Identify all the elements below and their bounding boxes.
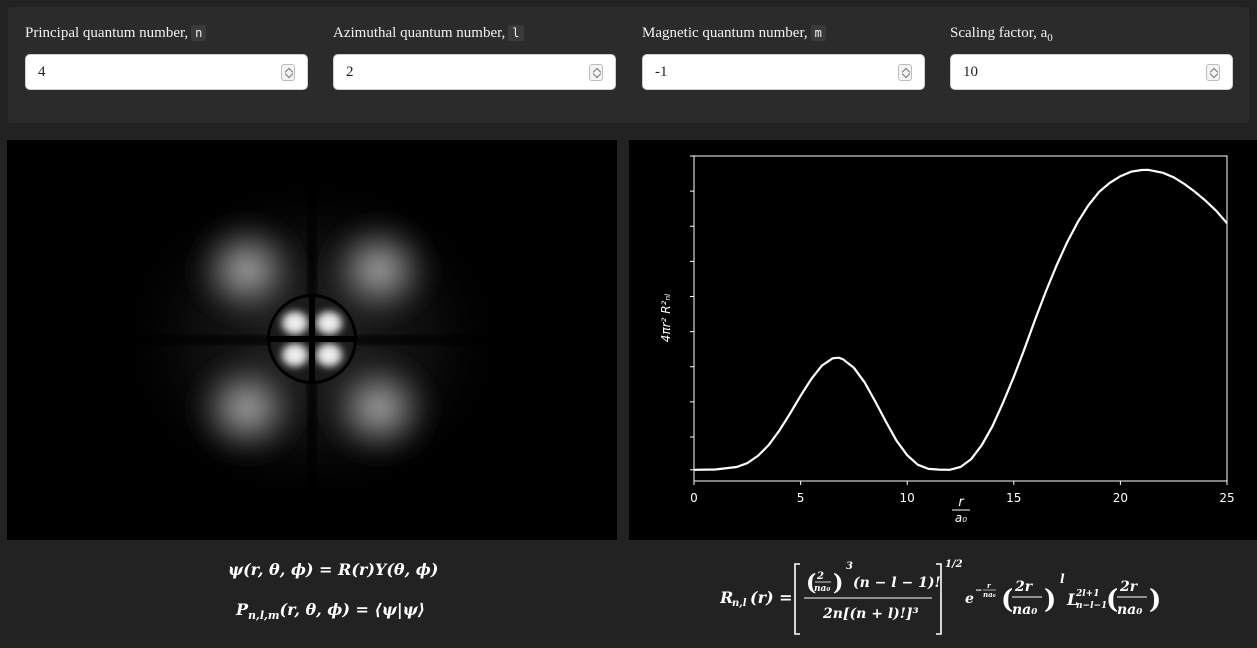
radial-formula-svg: R n,l (r) = ( 2 na₀ ) 3 (n − l − 1)! 2n[… [719,559,1161,635]
x-tick-label: 5 [797,491,805,505]
laguerre-sup: 2l+1 [1075,589,1099,599]
scaling-factor-input[interactable] [951,55,1191,89]
n-symbol: n [191,25,207,41]
x-axis-label-numerator: r [958,495,965,510]
laguerre-sub: n−l−1 [1076,601,1107,611]
outer-lobe [185,350,309,466]
outer-lobe [317,212,441,328]
probability-subscript: n,l,m [248,609,280,623]
x-tick-label: 15 [1006,491,1021,505]
outer-lobe [317,350,441,466]
exp-base: e [965,591,974,607]
paren-close: ) [833,570,843,596]
frac-na0: na₀ [814,584,830,594]
x-tick-label: 20 [1113,491,1128,505]
azimuthal-quantum-number-input[interactable] [334,55,574,89]
exp-minus: − [975,586,983,596]
power-l: l [1060,572,1065,586]
wavefunction-equation: ψ(r, θ, ϕ) = R(r)Y(θ, ϕ) [228,560,439,579]
exp-num: r [987,581,992,590]
orbital-density-image [7,140,617,540]
two-r-1: 2r [1014,579,1034,595]
chart-svg: 0 5 10 15 20 25 4πr² R²ₙₗ r a₀ [659,155,1235,525]
inner-lobe [311,339,347,371]
na0-1: na₀ [1012,602,1037,618]
x-ticks: 0 5 10 15 20 25 [690,481,1235,505]
x-tick-label: 25 [1219,491,1234,505]
radial-curve [693,168,1228,471]
inner-lobe [277,307,313,339]
orbital-density-svg [7,140,617,540]
exp-den: na₀ [983,590,996,599]
paren-open-3: ( [1106,585,1118,615]
left-bracket [794,563,800,635]
m-symbol: m [810,25,826,41]
n-label: Principal quantum number, n [25,25,207,42]
m-label: Magnetic quantum number, m [642,25,826,42]
radial-wavefunction-formula: R n,l (r) = ( 2 na₀ ) 3 (n − l − 1)! 2n[… [719,556,1190,646]
l-spinner[interactable] [589,64,603,81]
outer-lobes [185,212,441,466]
a0-input-box[interactable] [950,54,1233,90]
a0-subscript: 0 [1047,32,1053,44]
factorial-term: (n − l − 1)! [853,575,941,591]
l-symbol: l [508,25,524,41]
half-exponent: 1/2 [945,559,963,570]
l-input-box[interactable] [333,54,616,90]
denominator: 2n[(n + l)!]³ [822,606,919,622]
cube-exponent: 3 [846,561,853,572]
n-spinner[interactable] [281,64,295,81]
paren-close-3: ) [1149,585,1161,615]
l-label: Azimuthal quantum number, l [333,25,524,42]
inner-vertical-node [309,297,315,381]
laguerre-L: L [1066,590,1078,609]
m-input-box[interactable] [642,54,925,90]
right-bracket [936,563,942,635]
m-spinner[interactable] [898,64,912,81]
y-ticks [690,155,694,471]
plot-frame [693,155,1228,482]
a0-label: Scaling factor, a0 [950,25,1053,44]
inner-lobe [311,307,347,339]
principal-quantum-number-input[interactable] [26,55,266,89]
a0-spinner[interactable] [1206,64,1220,81]
x-tick-label: 10 [900,491,915,505]
formula-lhs: R [720,588,733,607]
paren-close-2: ) [1044,585,1056,615]
two-r-2: 2r [1119,579,1139,595]
inner-lobes [277,307,347,371]
formula-lhs-sub: n,l [732,598,747,609]
radial-probability-chart: 0 5 10 15 20 25 4πr² R²ₙₗ r a₀ [629,140,1257,540]
controls-panel: Principal quantum number,n Azimuthal qua… [8,7,1249,123]
formula-lhs-args: (r) = [750,588,793,607]
magnetic-quantum-number-input[interactable] [643,55,883,89]
na0-2: na₀ [1117,602,1142,618]
paren-open: ( [806,570,816,596]
paren-open-2: ( [1001,585,1013,615]
probability-equation: Pn,l,m(r, θ, ϕ) = ⟨ψ|ψ⟩ [236,600,426,623]
n-input-box[interactable] [25,54,308,90]
x-axis-label-denominator: a₀ [955,511,967,525]
inner-lobe [277,339,313,371]
outer-lobe [185,212,309,328]
frac-two: 2 [816,571,824,582]
y-axis-label: 4πr² R²ₙₗ [659,294,673,342]
x-tick-label: 0 [690,491,698,505]
